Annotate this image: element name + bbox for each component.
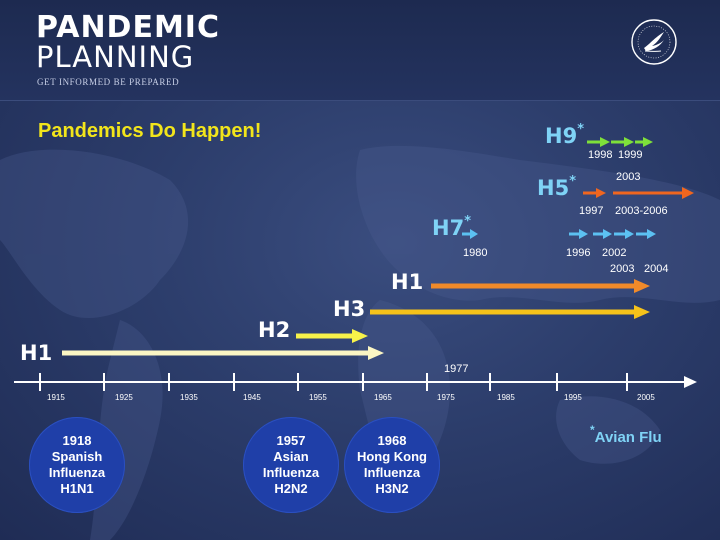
timeline-axis <box>14 373 697 391</box>
h9-year-1998: 1998 <box>588 149 613 161</box>
h5-year-2003-2006: 2003-2006 <box>615 205 668 217</box>
h7-year-2003: 2003 <box>610 263 635 275</box>
h3-arrow <box>370 305 650 319</box>
h5-label: H5* <box>537 174 576 200</box>
h9-year-1999: 1999 <box>618 149 643 161</box>
tick-1945: 1945 <box>243 393 261 402</box>
h9-label: H9* <box>545 122 584 148</box>
h2-label: H2 <box>258 318 291 342</box>
tick-1975: 1975 <box>437 393 455 402</box>
h1-1918-arrow <box>62 346 384 360</box>
h7-year-2002: 2002 <box>602 247 627 259</box>
pandemic-year: 1918 <box>62 433 92 448</box>
pandemic-year: 1968 <box>377 433 407 448</box>
h2-arrow <box>296 329 368 343</box>
h1-recent-arrow <box>431 279 650 293</box>
pandemic-subtype: H3N2 <box>375 481 409 496</box>
h1-year-1977: 1977 <box>444 363 469 375</box>
h3-label: H3 <box>333 297 366 321</box>
pandemic-type: Influenza <box>363 465 421 480</box>
pandemic-year: 1957 <box>276 433 306 448</box>
logo-pandemic: PANDEMIC <box>36 10 220 45</box>
h5-arrows <box>583 187 694 199</box>
pandemic-name: Hong Kong <box>356 449 428 464</box>
h9-arrows <box>587 137 653 147</box>
logo-planning: PLANNING <box>36 40 195 74</box>
h1-recent-label: H1 <box>391 270 424 294</box>
tick-1955: 1955 <box>309 393 327 402</box>
pandemic-1957-circle: 1957 Asian Influenza H2N2 <box>243 417 339 513</box>
h7-year-2004: 2004 <box>644 263 669 275</box>
pandemic-name: Asian <box>273 449 309 464</box>
header-banner: PANDEMIC PLANNING GET INFORMED BE PREPAR… <box>0 0 720 101</box>
avian-flu-footnote: *Avian Flu <box>590 423 662 446</box>
h1-1918-label: H1 <box>20 341 53 365</box>
world-map-background <box>0 145 720 540</box>
h5-year-1997: 1997 <box>579 205 604 217</box>
pandemic-type: Influenza <box>262 465 320 480</box>
h7-year-1996: 1996 <box>566 247 591 259</box>
tick-1985: 1985 <box>497 393 515 402</box>
page-title: Pandemics Do Happen! <box>38 120 262 142</box>
h5-year-2003: 2003 <box>616 171 641 183</box>
tick-1925: 1925 <box>115 393 133 402</box>
tick-1935: 1935 <box>180 393 198 402</box>
h7-arrows <box>462 229 656 239</box>
logo-tagline: GET INFORMED BE PREPARED <box>37 77 180 87</box>
pandemic-subtype: H1N1 <box>60 481 94 496</box>
tick-1995: 1995 <box>564 393 582 402</box>
pandemic-1918-circle: 1918 Spanish Influenza H1N1 <box>29 417 125 513</box>
pandemic-type: Influenza <box>48 465 106 480</box>
pandemic-name: Spanish <box>51 449 103 464</box>
h7-label: H7* <box>432 214 471 240</box>
pandemic-1968-circle: 1968 Hong Kong Influenza H3N2 <box>344 417 440 513</box>
h7-year-1980: 1980 <box>463 247 488 259</box>
tick-2005: 2005 <box>637 393 655 402</box>
tick-1965: 1965 <box>374 393 392 402</box>
tick-1915: 1915 <box>47 393 65 402</box>
pandemic-subtype: H2N2 <box>274 481 308 496</box>
hhs-seal-icon <box>631 19 677 65</box>
